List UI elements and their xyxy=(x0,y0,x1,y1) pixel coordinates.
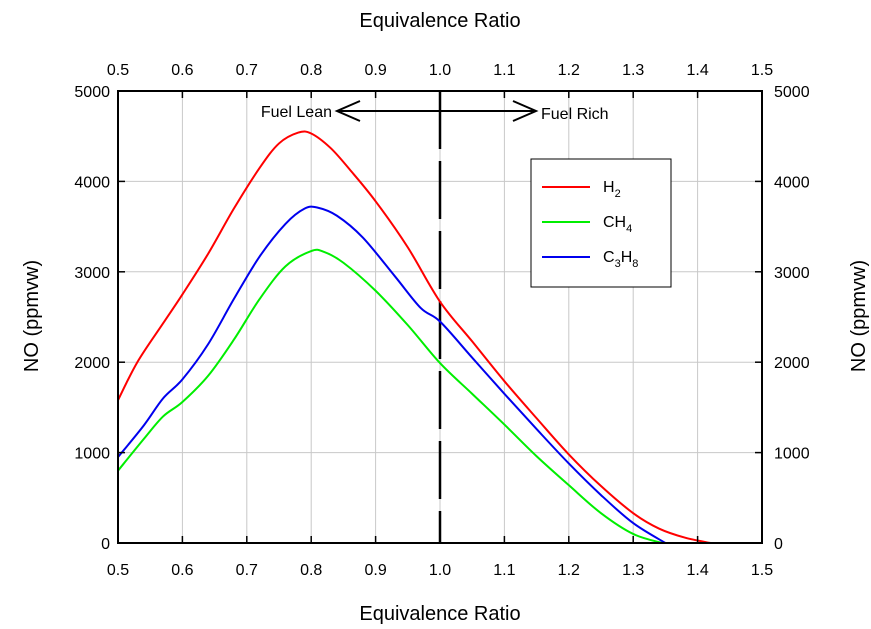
legend: H2 CH4 C3H8 xyxy=(530,158,672,288)
x-tick-label-bottom: 0.9 xyxy=(364,562,386,579)
legend-h2-sub: 2 xyxy=(615,188,621,200)
y-tick-label-left: 3000 xyxy=(74,265,110,282)
x-axis-title-bottom: Equivalence Ratio xyxy=(359,603,520,625)
x-tick-label-bottom: 1.4 xyxy=(686,562,708,579)
x-tick-label-bottom: 0.8 xyxy=(300,562,322,579)
legend-c3h8-sub: 3 xyxy=(615,258,621,270)
legend-label-h2: H2 xyxy=(603,179,621,200)
legend-c3h8-main: C xyxy=(603,249,615,266)
y-tick-label-right: 3000 xyxy=(774,265,810,282)
x-tick-label-bottom: 1.0 xyxy=(429,562,451,579)
legend-ch4-sub: 4 xyxy=(626,223,632,235)
y-axis-title-left: NO (ppmvw) xyxy=(21,260,43,372)
x-tick-label-bottom: 0.7 xyxy=(236,562,258,579)
legend-c3h8-sub2: 8 xyxy=(632,258,638,270)
series-line-h2 xyxy=(117,130,711,544)
x-tick-label-top: 0.9 xyxy=(364,62,386,79)
y-tick-label-left: 4000 xyxy=(74,174,110,191)
x-tick-label-top: 0.6 xyxy=(171,62,193,79)
x-axis-title-top: Equivalence Ratio xyxy=(359,10,520,32)
legend-label-ch4: CH4 xyxy=(603,214,632,235)
legend-c3h8-main2: H xyxy=(621,249,633,266)
series-line-ch4 xyxy=(117,248,663,544)
y-tick-label-left: 5000 xyxy=(74,84,110,101)
series-line-c3h8 xyxy=(117,205,666,544)
y-tick-label-left: 1000 xyxy=(74,446,110,463)
fuel-rich-label: Fuel Rich xyxy=(541,106,609,123)
x-tick-label-bottom: 1.2 xyxy=(558,562,580,579)
axis-ticks: 0.5 0.5 0.6 0.6 0.7 0.7 0.8 0.8 0.9 0.9 1.0 1.0 1.1 1… xyxy=(74,62,809,579)
fuel-lean-label: Fuel Lean xyxy=(261,104,332,121)
x-tick-label-top: 0.7 xyxy=(236,62,258,79)
y-tick-label-right: 2000 xyxy=(774,355,810,372)
legend-label-c3h8: C3H8 xyxy=(603,249,638,270)
x-tick-label-bottom: 0.5 xyxy=(107,562,129,579)
lean-rich-annotation: Fuel Lean Fuel Rich xyxy=(261,100,609,123)
double-arrow xyxy=(334,100,539,122)
y-tick-label-right: 4000 xyxy=(774,174,810,191)
legend-ch4-main: CH xyxy=(603,214,626,231)
x-tick-label-bottom: 1.1 xyxy=(493,562,515,579)
x-tick-label-top: 0.8 xyxy=(300,62,322,79)
x-tick-label-top: 1.5 xyxy=(751,62,773,79)
x-tick-label-bottom: 1.3 xyxy=(622,562,644,579)
x-tick-label-bottom: 0.6 xyxy=(171,562,193,579)
x-tick-label-bottom: 1.5 xyxy=(751,562,773,579)
x-tick-label-top: 1.3 xyxy=(622,62,644,79)
data-series xyxy=(117,130,711,544)
y-tick-label-left: 0 xyxy=(101,536,110,553)
x-tick-label-top: 1.1 xyxy=(493,62,515,79)
x-tick-label-top: 1.0 xyxy=(429,62,451,79)
x-tick-label-top: 0.5 xyxy=(107,62,129,79)
y-tick-label-left: 2000 xyxy=(74,355,110,372)
legend-h2-main: H xyxy=(603,179,615,196)
y-tick-label-right: 1000 xyxy=(774,446,810,463)
y-tick-label-right: 5000 xyxy=(774,84,810,101)
x-tick-label-top: 1.2 xyxy=(558,62,580,79)
y-tick-label-right: 0 xyxy=(774,536,783,553)
x-tick-label-top: 1.4 xyxy=(686,62,708,79)
y-axis-title-right: NO (ppmvw) xyxy=(848,260,870,372)
